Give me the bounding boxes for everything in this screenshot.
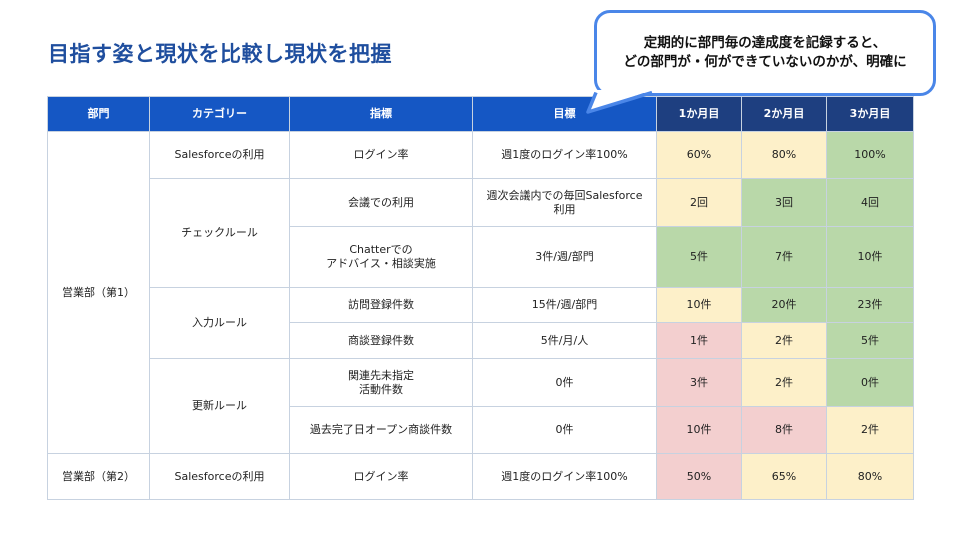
indicator-line: 活動件数 — [359, 382, 403, 396]
department-cell: 営業部（第1） — [47, 131, 150, 454]
category-cell: 入力ルール — [149, 287, 290, 359]
table-row: 商談登録件数 5件/月/人 1件 2件 5件 — [48, 322, 914, 359]
month-3-cell: 100% — [826, 131, 914, 179]
callout-tail — [586, 90, 653, 114]
category-cell: 更新ルール — [149, 358, 290, 454]
month-2-cell: 7件 — [741, 226, 827, 288]
indicator-cell: 過去完了日オープン商談件数 — [289, 406, 473, 454]
table-row: 営業部（第2） Salesforceの利用 ログイン率 週1度のログイン率100… — [47, 453, 914, 500]
indicator-cell: ログイン率 — [289, 453, 473, 500]
target-cell: 15件/週/部門 — [472, 287, 657, 323]
target-cell: 3件/週/部門 — [472, 226, 657, 288]
target-line: 週次会議内での毎回Salesforce — [486, 188, 643, 202]
month-1-cell: 1件 — [656, 322, 742, 359]
month-3-cell: 10件 — [826, 226, 914, 288]
header-month-3: 3か月目 — [826, 96, 914, 132]
indicator-cell: 会議での利用 — [289, 178, 473, 227]
target-cell: 5件/月/人 — [472, 322, 657, 359]
table-row: 入力ルール 訪問登録件数 15件/週/部門 10件 20件 23件 — [48, 287, 914, 359]
month-2-cell: 3回 — [741, 178, 827, 227]
page-title: 目指す姿と現状を比較し現状を把握 — [48, 42, 392, 66]
target-cell: 週1度のログイン率100% — [472, 453, 657, 500]
indicator-cell: 関連先未指定 活動件数 — [289, 358, 473, 407]
target-cell: 週1度のログイン率100% — [472, 131, 657, 179]
month-1-cell: 10件 — [656, 287, 742, 323]
indicator-cell: Chatterでの アドバイス・相談実施 — [289, 226, 473, 288]
month-1-cell: 60% — [656, 131, 742, 179]
target-line: 利用 — [553, 202, 576, 216]
table-row: 営業部（第1） Salesforceの利用 ログイン率 週1度のログイン率100… — [47, 131, 914, 454]
month-1-cell: 50% — [656, 453, 742, 500]
month-3-cell: 0件 — [826, 358, 914, 407]
indicator-line: Chatterでの — [349, 243, 413, 256]
category-cell: Salesforceの利用 — [149, 453, 290, 500]
month-1-cell: 10件 — [656, 406, 742, 454]
table-row: 過去完了日オープン商談件数 0件 10件 8件 2件 — [48, 406, 914, 454]
month-2-cell: 2件 — [741, 322, 827, 359]
month-3-cell: 2件 — [826, 406, 914, 454]
target-cell: 0件 — [472, 358, 657, 407]
month-1-cell: 5件 — [656, 226, 742, 288]
callout-line-1: 定期的に部門毎の達成度を記録すると、 — [643, 35, 887, 51]
month-1-cell: 2回 — [656, 178, 742, 227]
target-cell: 週次会議内での毎回Salesforce 利用 — [472, 178, 657, 227]
header-row: 部門 カテゴリー 指標 目標 1か月目 2か月目 3か月目 — [47, 96, 914, 132]
month-2-cell: 8件 — [741, 406, 827, 454]
table-row: 更新ルール 関連先未指定 活動件数 0件 3件 2件 0件 — [48, 358, 914, 454]
comparison-table: 部門 カテゴリー 指標 目標 1か月目 2か月目 3か月目 営業部（第1） Sa… — [47, 96, 914, 500]
indicator-cell: 訪問登録件数 — [289, 287, 473, 323]
department-cell: 営業部（第2） — [47, 453, 150, 500]
category-cell: Salesforceの利用 — [149, 131, 290, 179]
month-2-cell: 2件 — [741, 358, 827, 407]
header-indicator: 指標 — [289, 96, 473, 132]
month-3-cell: 4回 — [826, 178, 914, 227]
callout-line-2: どの部門が・何ができていないのかが、明確に — [623, 54, 907, 70]
month-1-cell: 3件 — [656, 358, 742, 407]
month-2-cell: 20件 — [741, 287, 827, 323]
month-3-cell: 80% — [826, 453, 914, 500]
target-cell: 0件 — [472, 406, 657, 454]
month-3-cell: 23件 — [826, 287, 914, 323]
header-category: カテゴリー — [149, 96, 290, 132]
header-department: 部門 — [47, 96, 150, 132]
category-cell: チェックルール — [149, 178, 290, 288]
indicator-line: 関連先未指定 — [348, 368, 414, 382]
month-3-cell: 5件 — [826, 322, 914, 359]
callout-bubble: 定期的に部門毎の達成度を記録すると、 どの部門が・何ができていないのかが、明確に — [594, 10, 936, 96]
month-2-cell: 65% — [741, 453, 827, 500]
indicator-line: アドバイス・相談実施 — [326, 257, 436, 270]
indicator-cell: 商談登録件数 — [289, 322, 473, 359]
month-2-cell: 80% — [741, 131, 827, 179]
indicator-cell: ログイン率 — [289, 131, 473, 179]
header-month-2: 2か月目 — [741, 96, 827, 132]
table-row: Chatterでの アドバイス・相談実施 3件/週/部門 5件 7件 10件 — [48, 226, 914, 288]
table-row: チェックルール 会議での利用 週次会議内での毎回Salesforce 利用 2回… — [48, 178, 914, 288]
